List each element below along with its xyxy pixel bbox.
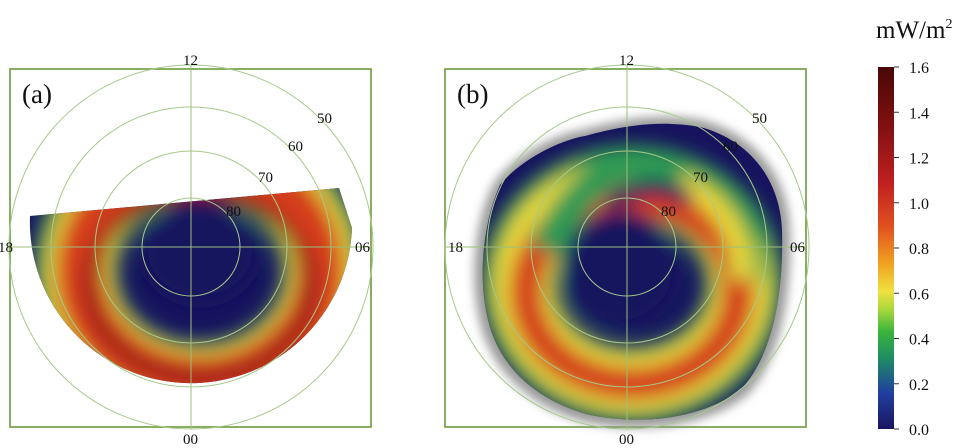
panel-b-grid: [444, 64, 810, 430]
panel-b-mlt-00: 00: [619, 432, 634, 448]
panel-b-lat-70: 70: [693, 170, 708, 186]
panel-b-lat-60: 60: [723, 139, 738, 155]
colorbar-tick-label: 0.8: [909, 241, 929, 258]
panel-b-label: (b): [457, 79, 488, 109]
panel-b-mlt-06: 06: [790, 240, 806, 256]
panel-a-mlt-00: 00: [183, 432, 198, 448]
panel-b-aurora-map: [482, 123, 783, 420]
panel-a-lat-80: 80: [226, 204, 241, 220]
panel-a-mlt-18: 18: [0, 240, 13, 256]
colorbar-gradient: [878, 67, 894, 429]
colorbar-unit-sup: 2: [945, 17, 952, 32]
panel-a-mlt-06: 06: [355, 240, 371, 256]
panel-a-lat-50: 50: [317, 111, 332, 127]
colorbar-tick-label: 0.0: [909, 422, 929, 439]
colorbar-unit: mW/m2: [876, 17, 952, 44]
panel-b-lat-80: 80: [661, 204, 676, 220]
colorbar-tick-label: 0.6: [909, 286, 929, 303]
panel-b-mlt-12: 12: [619, 53, 634, 69]
panel-a-grid: [8, 64, 374, 430]
colorbar-tick-label: 1.6: [909, 60, 929, 77]
panel-a-lat-70: 70: [258, 170, 273, 186]
colorbar-ticks: 1.6 1.4 1.2 1.0 0.8 0.6 0.4 0.2 0.0: [894, 60, 929, 439]
panel-a-lat-60: 60: [288, 139, 303, 155]
panel-a: (a) 12 00 18 06 50 60 70 80: [0, 53, 374, 448]
colorbar-unit-base: mW/m: [876, 17, 946, 44]
colorbar-tick-label: 0.4: [909, 332, 929, 349]
colorbar-tick-label: 0.2: [909, 377, 929, 394]
colorbar-tick-label: 1.2: [909, 151, 929, 168]
panel-a-mlt-12: 12: [183, 53, 198, 69]
panel-b-lat-50: 50: [752, 111, 767, 127]
panel-b: (b) 12 00 18 06 50 60 70 80: [444, 53, 810, 448]
panel-b-mlt-18: 18: [448, 240, 463, 256]
colorbar-tick-label: 1.0: [909, 196, 929, 213]
colorbar: mW/m2 1.6 1.4 1.2 1.0 0.8 0.6 0.4 0.2 0.0: [876, 17, 952, 439]
colorbar-tick-label: 1.4: [909, 105, 929, 122]
panel-a-label: (a): [22, 79, 52, 109]
